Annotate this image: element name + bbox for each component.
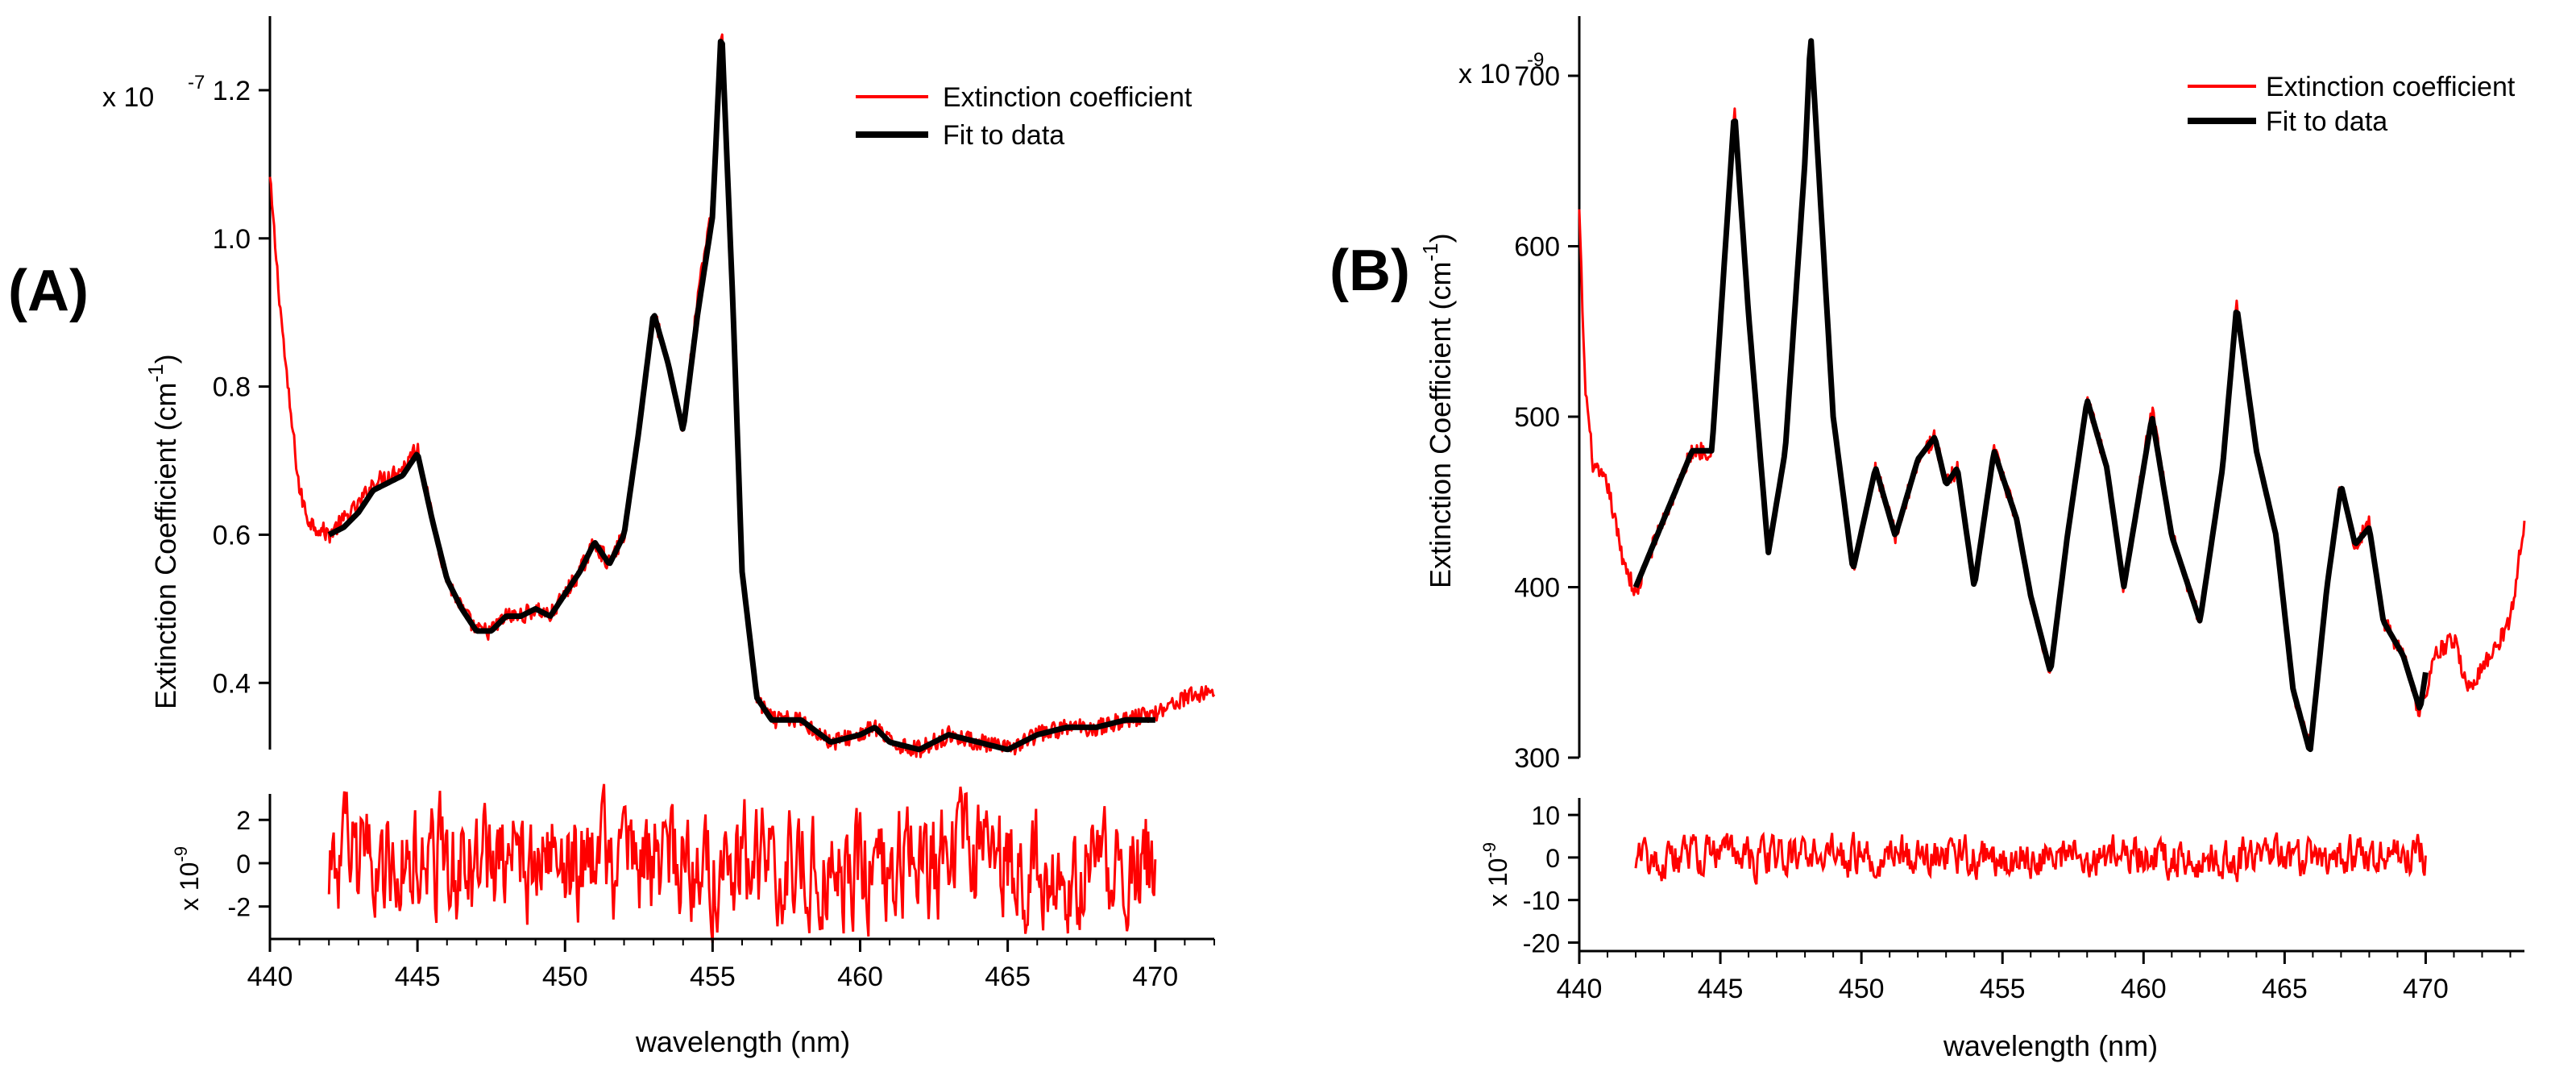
panel-b-residual-y-scale-mult: x 10 bbox=[1483, 858, 1512, 907]
panel-a-main-y-ticks: 0.4 0.6 0.8 1.0 1.2 bbox=[213, 76, 270, 699]
panel-b-main-series bbox=[1578, 38, 2526, 753]
panel-a-legend: Extinction coefficient Fit to data bbox=[856, 82, 1193, 151]
panel-b-x-tick-label: 460 bbox=[2121, 974, 2167, 1004]
panel-a-main-y-scale-exp: -7 bbox=[188, 72, 205, 93]
panel-b-series-residual bbox=[1634, 831, 2427, 885]
panel-b-series-fit-to-data bbox=[1632, 38, 2429, 753]
panel-b-main-y-tick-label: 500 bbox=[1514, 402, 1560, 433]
panel-b-main-y-tick-label: 300 bbox=[1514, 743, 1560, 774]
panel-a-legend-entry-1: Extinction coefficient bbox=[943, 82, 1193, 113]
panel-a-x-tick-label: 445 bbox=[395, 962, 441, 992]
panel-a-residual-y-scale: x 10-9 bbox=[171, 846, 204, 911]
panel-a-residual-y-ticks: 2 0 -2 bbox=[228, 806, 270, 922]
panel-b: (B) 300 400 500 600 700 x 10 -9 Extinction C… bbox=[1329, 16, 2526, 1062]
panel-a-residual-y-scale-mult: x 10 bbox=[175, 862, 204, 911]
panel-a-x-tick-label: 460 bbox=[837, 962, 883, 992]
panel-b-main-y-tick-label: 600 bbox=[1514, 232, 1560, 263]
panel-b-legend: Extinction coefficient Fit to data bbox=[2188, 72, 2516, 137]
panel-a-residual-y-scale-exp: -9 bbox=[171, 846, 191, 862]
panel-a-series-extinction-coefficient bbox=[268, 33, 1216, 758]
panel-a-residual-series bbox=[327, 783, 1157, 943]
panel-a-main-y-tick-label: 0.8 bbox=[213, 372, 251, 403]
panel-a-label: (A) bbox=[8, 259, 89, 323]
panel-b-main-y-scale-exp: -9 bbox=[1527, 49, 1544, 71]
panel-a-main-y-tick-label: 0.6 bbox=[213, 520, 251, 550]
panel-b-x-tick-label: 470 bbox=[2403, 974, 2449, 1004]
panel-b-residual-y-ticks: 10 0 -10 -20 bbox=[1523, 801, 1579, 958]
panel-b-residual-y-tick-label: 0 bbox=[1545, 844, 1560, 873]
panel-b-main-y-label-close: ) bbox=[1424, 233, 1457, 243]
panel-b-main-y-label: Extinction Coefficient (cm-1) bbox=[1418, 233, 1457, 588]
panel-a-main-y-label-close: ) bbox=[149, 354, 182, 364]
panel-b-x-tick-label: 440 bbox=[1557, 974, 1603, 1004]
panel-a-x-ticks: 440 445 450 455 460 465 470 bbox=[247, 939, 1215, 992]
panel-a-x-tick-label: 450 bbox=[542, 962, 588, 992]
panel-b-residual-y-tick-label: -10 bbox=[1523, 887, 1560, 916]
panel-a-main-y-tick-label: 1.2 bbox=[213, 76, 251, 106]
panel-a-main-y-scale: x 10 -7 bbox=[102, 72, 205, 113]
panel-a-main-y-tick-label: 1.0 bbox=[213, 224, 251, 255]
panel-b-x-label: wavelength (nm) bbox=[1943, 1029, 2158, 1062]
panel-a: (A) 0.4 0.6 0.8 1.0 1.2 x 10 -7 Extinction C… bbox=[8, 16, 1216, 1058]
panel-b-main-y-label-sup: -1 bbox=[1418, 243, 1442, 261]
panel-b-legend-entry-1: Extinction coefficient bbox=[2266, 72, 2516, 102]
panel-b-residual-y-tick-label: 10 bbox=[1531, 801, 1560, 830]
panel-a-x-tick-label: 465 bbox=[985, 962, 1031, 992]
panel-a-x-tick-label: 470 bbox=[1132, 962, 1178, 992]
panel-a-main-y-label-text: Extinction Coefficient (cm bbox=[149, 383, 182, 710]
panel-a-main-y-label: Extinction Coefficient (cm-1) bbox=[143, 354, 182, 709]
panel-a-series-fit-to-data bbox=[327, 39, 1157, 753]
panel-b-x-tick-label: 445 bbox=[1698, 974, 1744, 1004]
panel-a-x-tick-label: 455 bbox=[690, 962, 736, 992]
panel-b-residual-y-scale: x 10-9 bbox=[1479, 842, 1512, 907]
panel-a-main-y-tick-label: 0.4 bbox=[213, 668, 251, 699]
panel-b-residual-y-tick-label: -20 bbox=[1523, 929, 1560, 958]
panel-a-residual-y-tick-label: -2 bbox=[228, 893, 251, 922]
panel-a-main-y-label-sup: -1 bbox=[143, 364, 168, 382]
panel-b-main-y-scale-mult: x 10 bbox=[1458, 59, 1510, 89]
panel-b-main-y-label-text: Extinction Coefficient (cm bbox=[1424, 262, 1457, 589]
panel-a-legend-entry-2: Fit to data bbox=[943, 120, 1064, 151]
panel-a-residual-y-tick-label: 0 bbox=[236, 850, 251, 879]
panel-a-main-y-scale-mult: x 10 bbox=[102, 82, 154, 113]
panel-a-x-label: wavelength (nm) bbox=[635, 1025, 850, 1058]
panel-a-main-series bbox=[268, 33, 1216, 758]
panel-a-series-residual bbox=[327, 783, 1157, 943]
panel-b-x-tick-label: 465 bbox=[2262, 974, 2308, 1004]
panel-b-main-y-scale: x 10 -9 bbox=[1458, 49, 1544, 89]
panel-b-main-y-ticks: 300 400 500 600 700 bbox=[1514, 61, 1579, 774]
panel-b-x-ticks: 440 445 450 455 460 465 470 bbox=[1557, 951, 2512, 1004]
panel-a-residual-y-tick-label: 2 bbox=[236, 806, 251, 835]
panel-b-main-y-tick-label: 700 bbox=[1514, 61, 1560, 92]
panel-b-legend-entry-2: Fit to data bbox=[2266, 106, 2387, 137]
panel-b-main-y-tick-label: 400 bbox=[1514, 573, 1560, 604]
panel-b-residual-series bbox=[1634, 831, 2427, 885]
panel-b-residual-y-scale-exp: -9 bbox=[1479, 842, 1500, 858]
panel-b-label: (B) bbox=[1329, 239, 1410, 303]
panel-b-x-tick-label: 455 bbox=[1980, 974, 2026, 1004]
panel-b-x-tick-label: 450 bbox=[1839, 974, 1885, 1004]
panel-a-x-tick-label: 440 bbox=[247, 962, 293, 992]
